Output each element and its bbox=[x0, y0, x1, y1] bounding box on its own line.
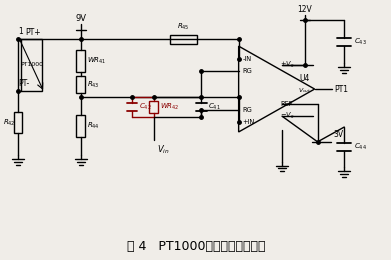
Text: 图 4   PT1000信号采集调理电路: 图 4 PT1000信号采集调理电路 bbox=[127, 240, 265, 253]
Text: 3V: 3V bbox=[334, 130, 343, 139]
Text: $+V_s$: $+V_s$ bbox=[280, 60, 294, 70]
Text: $V_{out}$: $V_{out}$ bbox=[298, 87, 312, 95]
Text: $R_{43}$: $R_{43}$ bbox=[87, 80, 99, 90]
Text: PT+: PT+ bbox=[25, 28, 41, 37]
Text: PT1: PT1 bbox=[334, 84, 348, 94]
Text: U4: U4 bbox=[300, 74, 310, 83]
Text: $V_{in}$: $V_{in}$ bbox=[157, 144, 169, 156]
Bar bbox=[21, 39, 42, 90]
Text: 9V: 9V bbox=[75, 15, 86, 23]
Text: $C_{41}$: $C_{41}$ bbox=[208, 102, 221, 112]
Text: 1: 1 bbox=[19, 27, 23, 36]
Text: $R_{42}$: $R_{42}$ bbox=[3, 118, 16, 128]
Bar bbox=[149, 101, 158, 113]
Text: 12V: 12V bbox=[298, 5, 312, 14]
Text: $R_{45}$: $R_{45}$ bbox=[177, 22, 190, 32]
Text: -IN: -IN bbox=[242, 56, 252, 62]
Text: $C_{44}$: $C_{44}$ bbox=[354, 142, 367, 152]
Text: RG: RG bbox=[242, 107, 252, 113]
Bar bbox=[76, 76, 85, 94]
Text: $WR_{42}$: $WR_{42}$ bbox=[160, 102, 179, 112]
Bar bbox=[170, 35, 197, 44]
Bar bbox=[76, 50, 85, 72]
Text: $C_{42}$: $C_{42}$ bbox=[139, 102, 152, 112]
Bar bbox=[14, 112, 22, 133]
Bar bbox=[76, 115, 85, 137]
Text: $R_{44}$: $R_{44}$ bbox=[87, 121, 99, 131]
Text: +IN: +IN bbox=[242, 119, 255, 125]
Text: PT1000: PT1000 bbox=[20, 62, 43, 67]
Text: RG: RG bbox=[242, 68, 252, 74]
Text: $-V_s$: $-V_s$ bbox=[280, 111, 294, 121]
Text: PT-: PT- bbox=[19, 79, 30, 88]
Text: REF: REF bbox=[280, 101, 292, 107]
Text: $C_{43}$: $C_{43}$ bbox=[354, 37, 367, 47]
Text: $WR_{41}$: $WR_{41}$ bbox=[87, 56, 106, 66]
